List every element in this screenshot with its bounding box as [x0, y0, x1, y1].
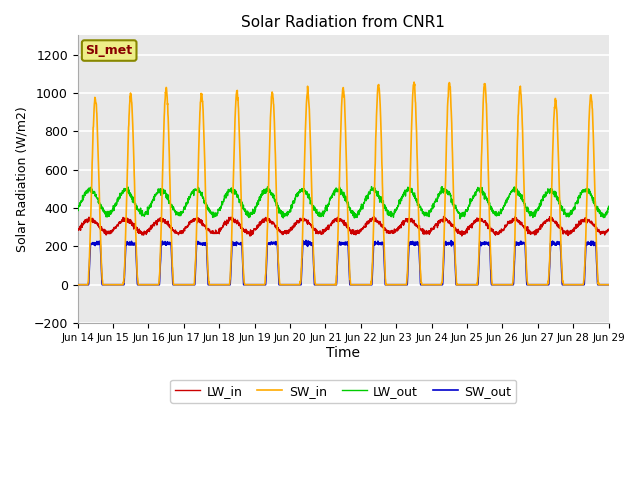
SW_out	[74, 282, 81, 288]
LW_in	[370, 218, 378, 224]
SW_out	[370, 240, 378, 245]
Line: LW_in: LW_in	[77, 216, 609, 236]
LW_out	[605, 204, 612, 209]
SW_in	[74, 282, 81, 288]
Title: Solar Radiation from CNR1: Solar Radiation from CNR1	[241, 15, 445, 30]
SW_out	[302, 238, 310, 243]
SW_out	[573, 282, 580, 288]
Line: LW_out: LW_out	[77, 187, 609, 219]
Line: SW_out: SW_out	[77, 240, 609, 285]
LW_out	[456, 216, 464, 222]
SW_in	[497, 282, 505, 288]
SW_out	[605, 282, 612, 288]
SW_in	[605, 282, 612, 288]
LW_out	[222, 193, 230, 199]
SW_in	[358, 282, 366, 288]
LW_out	[358, 205, 366, 211]
LW_out	[573, 198, 580, 204]
SW_in	[573, 282, 580, 288]
Legend: LW_in, SW_in, LW_out, SW_out: LW_in, SW_in, LW_out, SW_out	[170, 380, 516, 403]
Line: SW_in: SW_in	[77, 82, 609, 285]
SW_out	[558, 273, 566, 278]
SW_in	[558, 267, 566, 273]
LW_out	[558, 208, 566, 214]
LW_in	[358, 226, 366, 231]
Text: SI_met: SI_met	[86, 44, 132, 57]
LW_in	[605, 227, 612, 232]
SW_in	[410, 79, 418, 85]
LW_in	[498, 227, 506, 233]
SW_out	[358, 282, 366, 288]
SW_out	[497, 282, 505, 288]
LW_out	[368, 184, 376, 190]
LW_in	[246, 233, 254, 239]
LW_in	[440, 214, 447, 219]
Y-axis label: Solar Radiation (W/m2): Solar Radiation (W/m2)	[15, 107, 28, 252]
LW_out	[370, 186, 378, 192]
SW_out	[222, 282, 230, 288]
X-axis label: Time: Time	[326, 346, 360, 360]
LW_in	[573, 224, 580, 230]
SW_in	[370, 216, 378, 222]
LW_in	[558, 227, 566, 233]
SW_in	[222, 282, 230, 288]
LW_out	[74, 204, 81, 210]
LW_out	[498, 209, 506, 215]
LW_in	[222, 219, 230, 225]
LW_in	[74, 227, 81, 233]
